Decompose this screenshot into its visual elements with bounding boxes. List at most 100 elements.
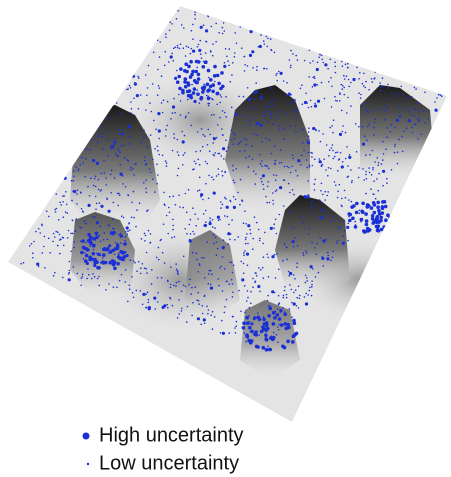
dot — [274, 163, 276, 165]
dot — [104, 232, 106, 234]
dot — [412, 132, 414, 134]
dot — [224, 215, 226, 217]
dot — [148, 307, 151, 310]
dot — [220, 201, 222, 203]
dot — [108, 244, 111, 247]
dot — [262, 267, 264, 269]
dot — [236, 43, 238, 45]
dot — [132, 168, 134, 170]
dot — [276, 233, 278, 235]
dot — [326, 195, 328, 197]
dot — [126, 226, 129, 229]
dot — [213, 137, 216, 140]
dot — [140, 143, 142, 145]
dot — [301, 129, 303, 131]
dot — [228, 65, 230, 67]
dot — [235, 168, 237, 170]
dot — [252, 278, 254, 280]
dot — [261, 141, 263, 143]
dot — [303, 222, 305, 224]
dot — [288, 271, 290, 273]
dot — [177, 317, 179, 319]
dot — [247, 265, 249, 267]
dot — [372, 81, 374, 83]
dot — [192, 91, 196, 95]
dot — [290, 50, 292, 52]
dot — [100, 241, 102, 243]
dot — [182, 164, 184, 166]
dot — [113, 144, 115, 146]
dot — [206, 83, 210, 87]
dot — [229, 48, 231, 50]
dot — [35, 231, 37, 233]
dot — [133, 191, 135, 193]
dot — [147, 291, 149, 293]
dot — [81, 227, 83, 229]
dot — [374, 118, 376, 120]
dot — [211, 90, 215, 94]
dot — [271, 255, 274, 258]
dot — [245, 243, 247, 245]
dot — [125, 236, 127, 238]
dot — [130, 169, 132, 171]
dot — [199, 189, 201, 191]
dot — [56, 208, 58, 210]
dot — [343, 235, 345, 237]
dot — [185, 286, 187, 288]
dot — [321, 82, 323, 84]
dot — [179, 206, 181, 208]
dot — [266, 165, 268, 167]
dot — [291, 340, 295, 344]
dot — [206, 241, 208, 243]
dot — [332, 144, 334, 146]
dot — [166, 215, 168, 217]
dot — [307, 141, 310, 144]
dot — [95, 186, 97, 188]
dot — [373, 127, 375, 129]
dot — [248, 107, 250, 109]
dot — [145, 109, 147, 111]
dot — [287, 166, 289, 168]
dot — [363, 179, 365, 181]
dot — [178, 168, 180, 170]
dot — [314, 247, 316, 249]
dot — [321, 209, 323, 211]
dot — [197, 60, 201, 64]
dot — [213, 192, 216, 195]
dot — [394, 144, 396, 146]
dot — [320, 190, 322, 192]
dot — [124, 240, 126, 242]
dot — [358, 92, 360, 94]
dot — [218, 219, 220, 221]
dot — [185, 117, 187, 119]
dot — [73, 241, 75, 243]
dot — [375, 225, 379, 229]
dot — [276, 113, 278, 115]
dot — [135, 163, 137, 165]
dot — [166, 304, 168, 306]
dot — [201, 128, 203, 130]
dot — [158, 259, 160, 261]
dot — [374, 122, 376, 124]
dot — [267, 295, 269, 297]
dot — [363, 73, 365, 75]
dot — [181, 310, 183, 312]
dot — [267, 38, 269, 40]
dot — [291, 316, 293, 318]
dot — [94, 216, 96, 218]
dot — [347, 97, 349, 99]
dot — [374, 71, 376, 73]
dot — [408, 119, 411, 122]
dot — [294, 110, 296, 112]
dot — [93, 264, 96, 267]
dot — [169, 30, 171, 32]
dot — [332, 257, 334, 259]
dot — [146, 307, 148, 309]
dot — [240, 311, 242, 313]
dot — [324, 63, 327, 66]
dot — [212, 142, 214, 144]
dot — [146, 95, 148, 97]
dot — [233, 132, 235, 134]
dot — [144, 233, 146, 235]
dot — [118, 133, 120, 135]
